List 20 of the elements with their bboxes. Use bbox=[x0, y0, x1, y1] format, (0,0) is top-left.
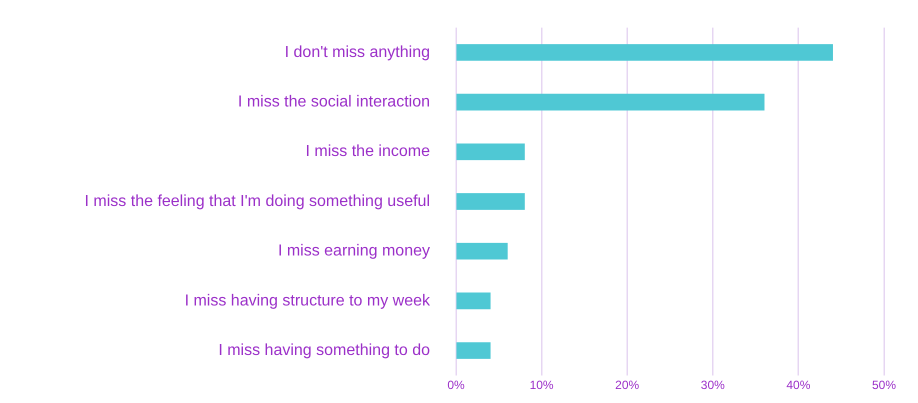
x-tick-label: 20% bbox=[615, 378, 640, 392]
bar bbox=[456, 292, 491, 310]
bar bbox=[456, 193, 525, 210]
x-tick-label: 50% bbox=[872, 378, 896, 392]
y-tick-label: I miss having structure to my week bbox=[184, 292, 431, 310]
y-tick-label: I miss the feeling that I'm doing something useful bbox=[84, 192, 430, 210]
x-tick-label: 10% bbox=[530, 378, 554, 392]
bar bbox=[456, 44, 833, 61]
bar bbox=[456, 94, 764, 110]
y-tick-label: I miss the income bbox=[306, 143, 430, 160]
x-tick-label: 40% bbox=[786, 378, 811, 392]
y-tick-label: I miss having something to do bbox=[218, 342, 430, 359]
x-tick-label: 30% bbox=[700, 378, 726, 392]
y-tick-label: I miss the social interaction bbox=[238, 94, 430, 111]
y-tick-label: I don't miss anything bbox=[284, 44, 430, 61]
bar bbox=[456, 143, 525, 160]
y-tick-label: I miss earning money bbox=[278, 242, 430, 260]
bar bbox=[456, 342, 491, 359]
x-tick-label: 0% bbox=[447, 378, 465, 392]
bar bbox=[456, 242, 508, 260]
